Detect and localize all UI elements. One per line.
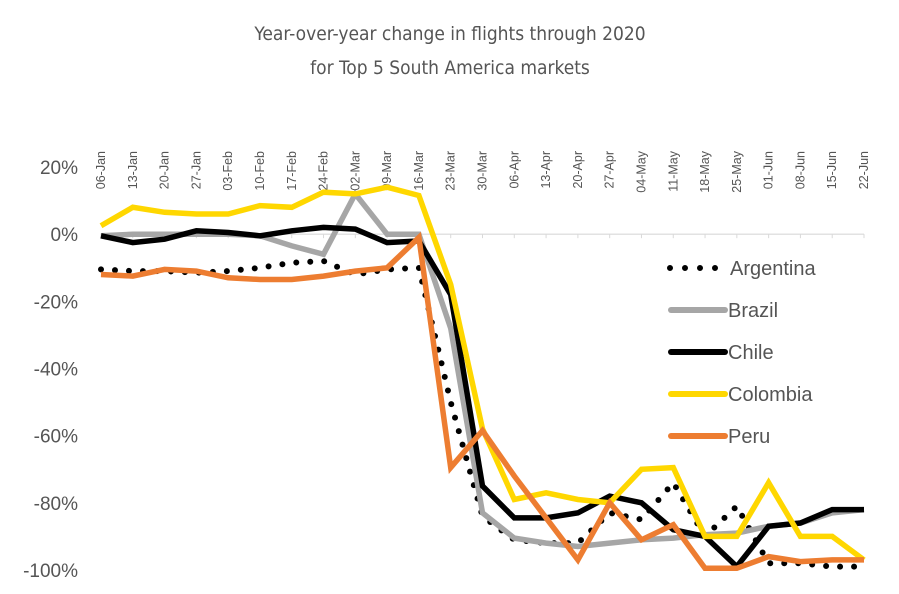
legend-label-chile: Chile <box>728 342 774 364</box>
x-tick-label: 22-Jun <box>857 151 871 189</box>
x-tick-label: 15-Jun <box>825 151 839 189</box>
legend-label-argentina: Argentina <box>730 258 816 280</box>
series-line-brazil <box>100 188 865 550</box>
legend-item-chile: Chile <box>668 342 774 364</box>
x-tick-label: 27-Jan <box>189 151 203 189</box>
chart-title: Year-over-year change in flights through… <box>253 23 645 79</box>
y-tick-label: -40% <box>34 360 78 381</box>
x-tick-label: 20-Jan <box>158 151 172 189</box>
y-tick-label: 0% <box>51 225 79 246</box>
y-tick-label: -60% <box>34 427 78 448</box>
series-line-argentina <box>98 258 867 570</box>
x-tick-label: 09-Mar <box>380 151 394 191</box>
legend: Argentina Brazil Chile Colombia Peru <box>667 258 816 448</box>
x-tick-label: 08-Jun <box>793 151 807 189</box>
x-tick-label: 24-Feb <box>317 151 331 191</box>
y-tick-label: -80% <box>34 494 78 515</box>
legend-item-argentina: Argentina <box>667 258 816 280</box>
series-line-peru <box>100 231 864 572</box>
legend-label-colombia: Colombia <box>728 384 813 406</box>
x-axis-tick-labels: 06-Jan 13-Jan 20-Jan 27-Jan 03-Feb 10-Feb 17-F… <box>94 150 871 192</box>
x-tick-label: 11-May <box>666 150 680 192</box>
y-axis-tick-labels: 20% 0% -20% -40% -60% -80% -100% <box>23 158 78 582</box>
y-tick-label: -20% <box>34 292 78 313</box>
chart-title-line-2: for Top 5 South America markets <box>310 57 590 79</box>
x-tick-label: 23-Mar <box>444 151 458 191</box>
x-tick-label: 06-Apr <box>507 151 521 189</box>
x-tick-label: 16-Mar <box>412 151 426 191</box>
x-tick-label: 20-Apr <box>571 151 585 189</box>
series-brazil <box>100 188 865 550</box>
series-argentina <box>98 258 867 570</box>
legend-item-brazil: Brazil <box>668 300 778 322</box>
x-tick-label: 18-May <box>698 150 712 192</box>
x-tick-label: 03-Feb <box>221 151 235 191</box>
x-tick-label: 04-May <box>634 150 648 192</box>
x-tick-label: 02-Mar <box>348 151 362 191</box>
x-tick-label: 06-Jan <box>94 151 108 189</box>
legend-label-brazil: Brazil <box>728 300 778 322</box>
y-tick-label: -100% <box>23 561 78 582</box>
x-tick-label: 01-Jun <box>762 151 776 189</box>
x-tick-label: 10-Feb <box>253 151 267 191</box>
legend-item-peru: Peru <box>668 426 770 448</box>
chart-title-line-1: Year-over-year change in flights through… <box>253 23 645 45</box>
x-tick-label: 30-Mar <box>476 151 490 191</box>
x-tick-label: 17-Feb <box>285 151 299 191</box>
series-peru <box>100 231 864 572</box>
x-tick-label: 13-Jan <box>126 151 140 189</box>
legend-item-colombia: Colombia <box>668 384 813 406</box>
y-tick-label: 20% <box>40 158 78 179</box>
x-tick-label: 25-May <box>730 150 744 192</box>
legend-label-peru: Peru <box>728 426 770 448</box>
series-lines <box>98 184 867 572</box>
x-tick-label: 27-Apr <box>603 151 617 189</box>
x-tick-label: 13-Apr <box>539 151 553 189</box>
